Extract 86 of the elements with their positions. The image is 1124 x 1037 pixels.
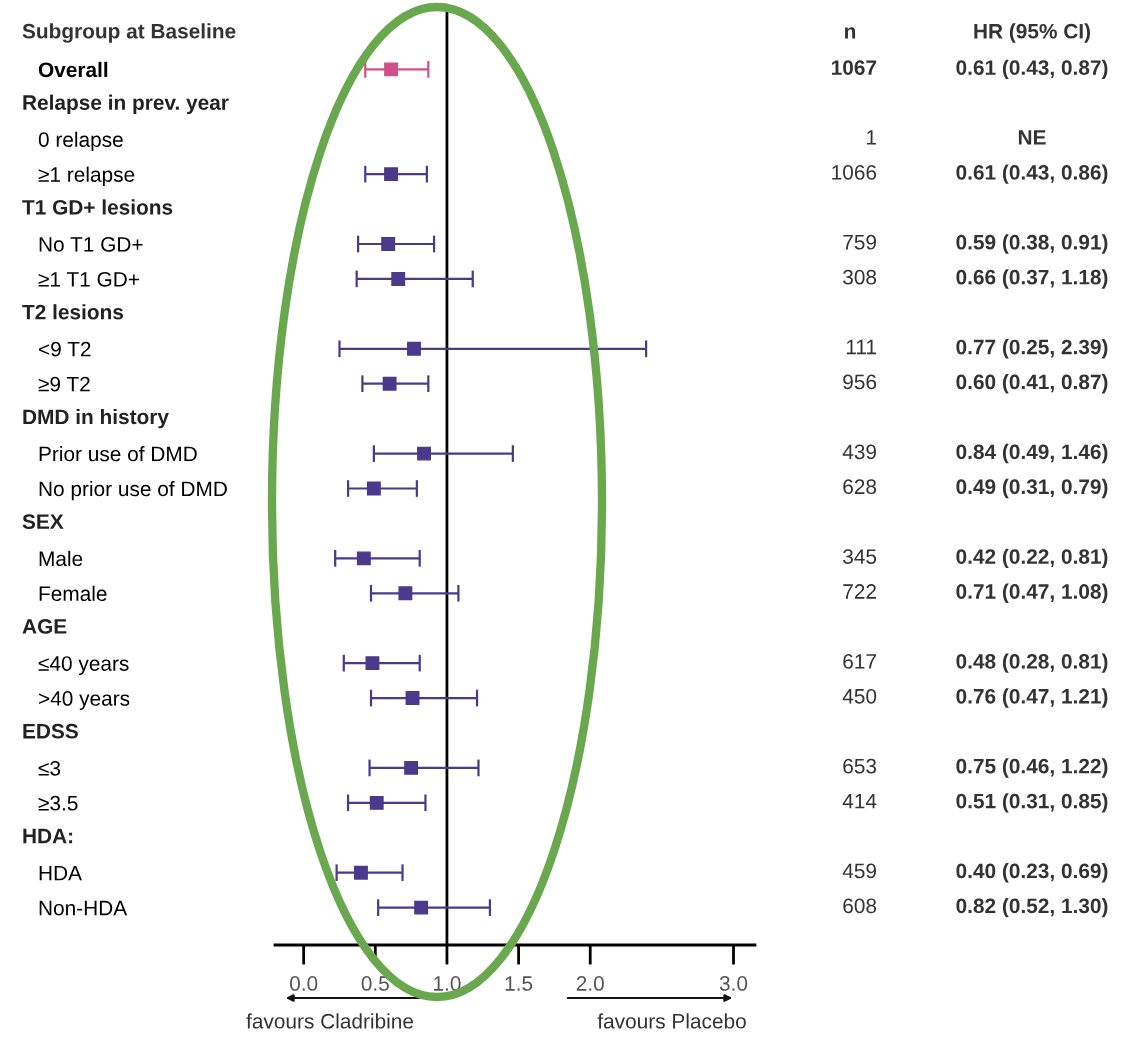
y-tick-label: HDA: [39, 865, 82, 881]
y-tick-label: Prior use of DMD: [39, 446, 197, 462]
point: [417, 446, 431, 461]
text: 617: [843, 653, 876, 669]
y-tick-label: 0 relapse: [38, 131, 123, 152]
text: Relapse in prev. year: [23, 94, 229, 115]
text: 459: [842, 863, 877, 879]
data-label: 0.48 (0.28, 0.81): [956, 653, 1108, 673]
point: [356, 551, 371, 566]
y-tick-label: <9 T2: [39, 341, 91, 357]
data-label: 0.71 (0.47, 1.08): [956, 583, 1108, 603]
data-label: 0.61 (0.43, 0.87): [956, 59, 1108, 80]
data-label: 0.51 (0.31, 0.85): [956, 793, 1108, 813]
y-tick-label: ≥1 T1 GD+: [38, 271, 139, 287]
data-label: 0.59 (0.38, 0.91): [956, 234, 1108, 254]
point: [414, 900, 429, 915]
text: 722: [843, 584, 876, 599]
point: [384, 167, 399, 182]
y-tick-label: ≤3: [38, 760, 61, 776]
text: SEX: [22, 514, 64, 530]
point: [381, 237, 396, 251]
y-tick-label: ≤40 years: [38, 656, 129, 676]
point: [382, 376, 397, 391]
text: T1 GD+ lesions: [22, 199, 173, 215]
y-tick-label: ≥3.5: [38, 795, 78, 811]
text: 956: [843, 374, 877, 390]
point: [391, 271, 406, 286]
x-tick-label: 1.0: [434, 976, 461, 991]
text: 653: [843, 758, 877, 774]
text: AGE: [22, 619, 67, 634]
x-tick-label: 0.5: [361, 976, 389, 991]
point: [398, 586, 413, 601]
text: EDSS: [23, 723, 78, 739]
data-label: 0.84 (0.49, 1.46): [956, 443, 1108, 464]
text: 1067: [831, 60, 877, 75]
x-tick-label: 2.0: [576, 976, 604, 991]
text: favours Placebo: [597, 1013, 746, 1029]
data-label: 0.82 (0.52, 1.30): [956, 897, 1108, 918]
point: [354, 865, 368, 880]
data-label: 0.42 (0.22, 0.81): [956, 548, 1108, 569]
y-tick-label: >40 years: [39, 691, 130, 710]
text: 628: [843, 479, 877, 495]
point: [369, 795, 384, 810]
x-tick-label: 0.0: [289, 976, 318, 991]
data-label: 0.40 (0.23, 0.69): [956, 862, 1108, 883]
text: DMD in history: [23, 408, 169, 429]
text: favours Cladribine: [246, 1013, 414, 1029]
text: 439: [842, 444, 877, 460]
data-label: 0.61 (0.43, 0.86): [956, 164, 1108, 184]
y-tick-label: ≥1 relapse: [38, 166, 135, 187]
y-tick-label: No T1 GD+: [39, 237, 143, 252]
text: n: [845, 27, 856, 39]
y-tick-label: Non-HDA: [39, 900, 128, 916]
text: HR (95% CI): [974, 23, 1090, 43]
data-label: 0.66 (0.37, 1.18): [956, 269, 1108, 289]
text: 111: [846, 339, 876, 355]
point: [404, 760, 419, 775]
y-tick-label: Female: [39, 585, 107, 602]
y-tick-label: Overall: [38, 61, 108, 78]
text: HDA:: [23, 828, 73, 844]
text: NE: [1018, 130, 1046, 145]
point: [407, 341, 421, 356]
data-label: 0.60 (0.41, 0.87): [956, 374, 1108, 394]
data-label: 0.75 (0.46, 1.22): [956, 758, 1108, 778]
text: 450: [842, 688, 877, 704]
text: 414: [842, 793, 877, 809]
y-tick-label: ≥9 T2: [38, 376, 90, 392]
data-label: 0.76 (0.47, 1.21): [956, 688, 1108, 708]
text: 308: [843, 269, 877, 285]
data-label: 0.49 (0.31, 0.79): [956, 478, 1108, 499]
y-tick-label: No prior use of DMD: [39, 480, 227, 501]
x-tick-label: 3.0: [719, 976, 748, 991]
data-label: 0.77 (0.25, 2.39): [956, 339, 1108, 359]
x-tick-label: 1.5: [505, 976, 533, 991]
point: [405, 691, 420, 706]
text: 608: [843, 898, 877, 914]
text: T2 lesions: [22, 304, 124, 320]
point: [384, 62, 399, 77]
text: 759: [843, 234, 877, 250]
text: 345: [843, 549, 877, 564]
text: Subgroup at Baseline: [22, 23, 236, 43]
point: [366, 481, 381, 496]
point: [365, 656, 380, 671]
y-tick-label: Male: [39, 550, 83, 567]
text: 1066: [832, 165, 877, 180]
text: 1: [867, 130, 876, 145]
